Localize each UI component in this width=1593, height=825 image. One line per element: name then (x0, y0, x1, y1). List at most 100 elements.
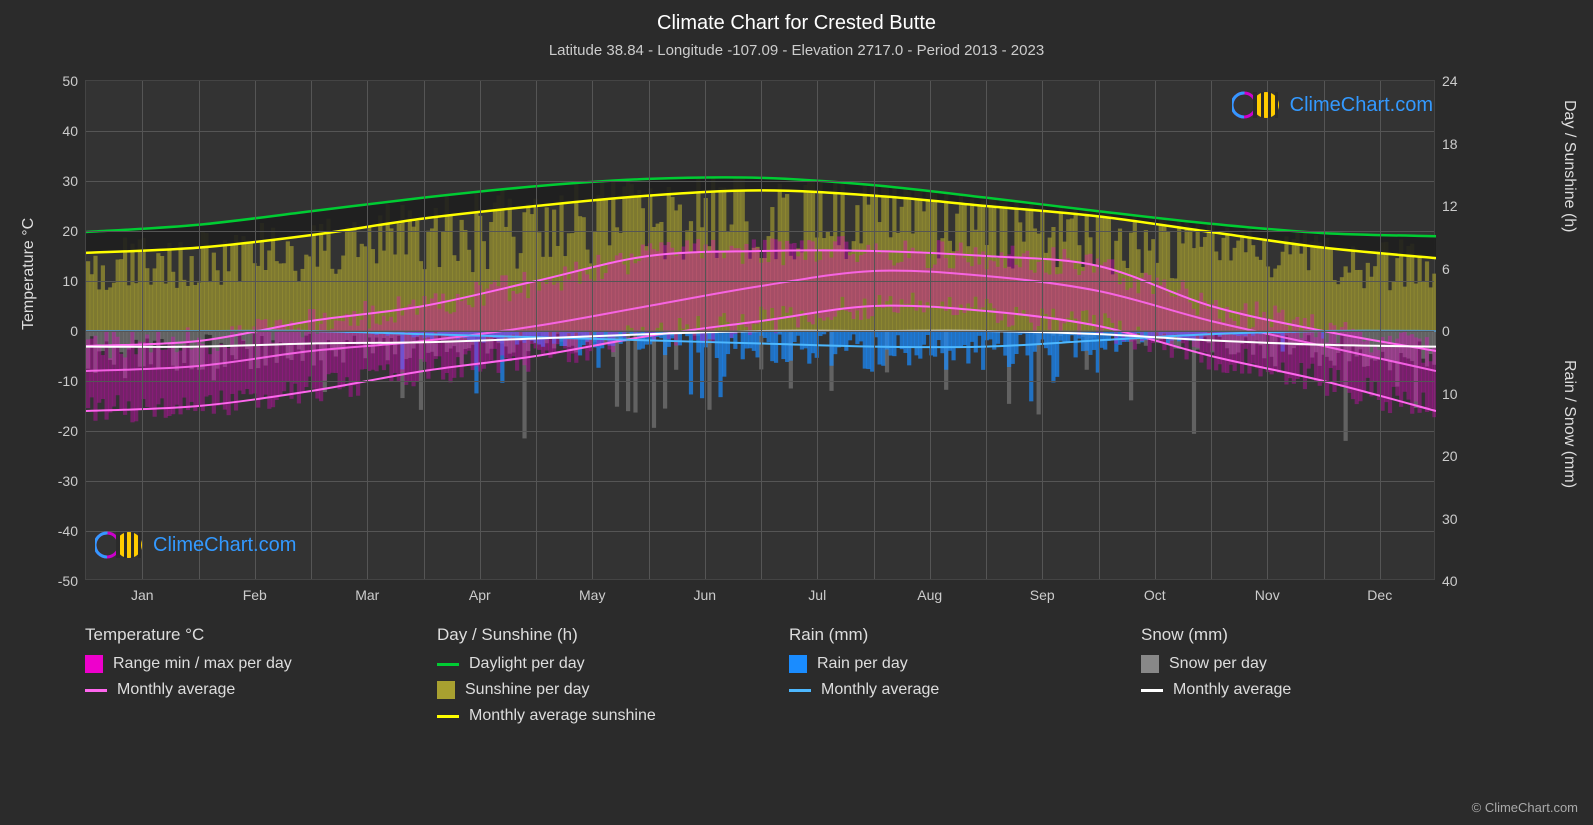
grid-line-v (1155, 81, 1156, 579)
x-tick-label: Nov (1255, 587, 1280, 603)
y-tick-left-label: -50 (38, 573, 78, 589)
y-tick-right-label: 12 (1442, 198, 1482, 214)
grid-line-h (86, 181, 1434, 182)
legend-label: Rain per day (817, 655, 908, 673)
grid-line-v (986, 81, 987, 579)
grid-line-v (255, 81, 256, 579)
grid-line-v (705, 81, 706, 579)
y-tick-right-label: 40 (1442, 573, 1482, 589)
y-tick-right-label: 20 (1442, 448, 1482, 464)
grid-line-v (424, 81, 425, 579)
x-tick-label: Feb (243, 587, 267, 603)
legend-line-icon (437, 715, 459, 718)
grid-line-v (311, 81, 312, 579)
legend-col-temperature: Temperature °C Range min / max per day Mo… (85, 625, 437, 733)
grid-line-v (930, 81, 931, 579)
y-tick-left-label: -30 (38, 473, 78, 489)
legend-label: Monthly average (1173, 681, 1291, 699)
legend-label: Sunshine per day (465, 681, 590, 699)
y-tick-right-label: 10 (1442, 386, 1482, 402)
grid-line-v (592, 81, 593, 579)
grid-line-h (86, 381, 1434, 382)
legend-swatch-icon (85, 655, 103, 673)
grid-line-v (1267, 81, 1268, 579)
y-tick-right-label: 30 (1442, 511, 1482, 527)
legend-label: Monthly average sunshine (469, 707, 656, 725)
legend-col-rain: Rain (mm) Rain per day Monthly average (789, 625, 1141, 733)
grid-line-v (874, 81, 875, 579)
y-tick-left-label: 10 (38, 273, 78, 289)
legend-swatch-icon (789, 655, 807, 673)
grid-line-h (86, 331, 1434, 332)
y-tick-right-label: 0 (1442, 323, 1482, 339)
watermark-text: ClimeChart.com (153, 534, 296, 557)
watermark-bottom: ClimeChart.com (95, 530, 296, 560)
x-tick-label: Mar (355, 587, 379, 603)
y-axis-right-bottom-label: Rain / Snow (mm) (1560, 360, 1578, 488)
legend-label: Monthly average (117, 681, 235, 699)
grid-line-h (86, 281, 1434, 282)
legend-item: Snow per day (1141, 655, 1493, 673)
legend-swatch-icon (1141, 655, 1159, 673)
x-tick-label: Jul (808, 587, 826, 603)
x-tick-label: Sep (1030, 587, 1055, 603)
y-tick-left-label: 50 (38, 73, 78, 89)
y-tick-right-label: 6 (1442, 261, 1482, 277)
legend: Temperature °C Range min / max per day Mo… (85, 625, 1493, 733)
legend-label: Daylight per day (469, 655, 585, 673)
grid-line-h (86, 481, 1434, 482)
climechart-logo-icon (1232, 90, 1284, 120)
legend-item: Monthly average (1141, 681, 1493, 699)
y-tick-right-label: 18 (1442, 136, 1482, 152)
grid-line-h (86, 231, 1434, 232)
y-axis-right-top-label: Day / Sunshine (h) (1560, 100, 1578, 233)
legend-item: Daylight per day (437, 655, 789, 673)
grid-line-h (86, 431, 1434, 432)
copyright-text: © ClimeChart.com (1472, 800, 1578, 815)
y-tick-left-label: -20 (38, 423, 78, 439)
y-tick-left-label: 0 (38, 323, 78, 339)
legend-label: Monthly average (821, 681, 939, 699)
y-axis-left-label: Temperature °C (20, 218, 38, 330)
legend-item: Sunshine per day (437, 681, 789, 699)
y-tick-left-label: -40 (38, 523, 78, 539)
legend-line-icon (789, 689, 811, 692)
legend-line-icon (437, 663, 459, 666)
grid-line-v (761, 81, 762, 579)
grid-line-v (142, 81, 143, 579)
grid-line-v (199, 81, 200, 579)
legend-line-icon (85, 689, 107, 692)
x-tick-label: Oct (1144, 587, 1166, 603)
plot-area: JanFebMarAprMayJunJulAugSepOctNovDec-50-… (85, 80, 1435, 580)
grid-line-v (1099, 81, 1100, 579)
x-tick-label: Aug (917, 587, 942, 603)
y-tick-left-label: 20 (38, 223, 78, 239)
y-tick-left-label: 30 (38, 173, 78, 189)
y-tick-left-label: 40 (38, 123, 78, 139)
legend-item: Monthly average (85, 681, 437, 699)
legend-header: Temperature °C (85, 625, 437, 645)
legend-swatch-icon (437, 681, 455, 699)
legend-header: Snow (mm) (1141, 625, 1493, 645)
y-tick-right-label: 24 (1442, 73, 1482, 89)
grid-line-v (1324, 81, 1325, 579)
x-tick-label: May (579, 587, 605, 603)
grid-line-v (480, 81, 481, 579)
legend-col-sunshine: Day / Sunshine (h) Daylight per day Sunsh… (437, 625, 789, 733)
grid-line-v (1380, 81, 1381, 579)
legend-label: Snow per day (1169, 655, 1267, 673)
grid-line-v (536, 81, 537, 579)
watermark-text: ClimeChart.com (1290, 94, 1433, 117)
x-tick-label: Dec (1367, 587, 1392, 603)
climechart-logo-icon (95, 530, 147, 560)
legend-item: Range min / max per day (85, 655, 437, 673)
legend-header: Day / Sunshine (h) (437, 625, 789, 645)
grid-line-h (86, 131, 1434, 132)
legend-col-snow: Snow (mm) Snow per day Monthly average (1141, 625, 1493, 733)
watermark-top: ClimeChart.com (1232, 90, 1433, 120)
grid-line-v (817, 81, 818, 579)
grid-line-v (1042, 81, 1043, 579)
legend-label: Range min / max per day (113, 655, 292, 673)
x-tick-label: Apr (469, 587, 491, 603)
legend-header: Rain (mm) (789, 625, 1141, 645)
